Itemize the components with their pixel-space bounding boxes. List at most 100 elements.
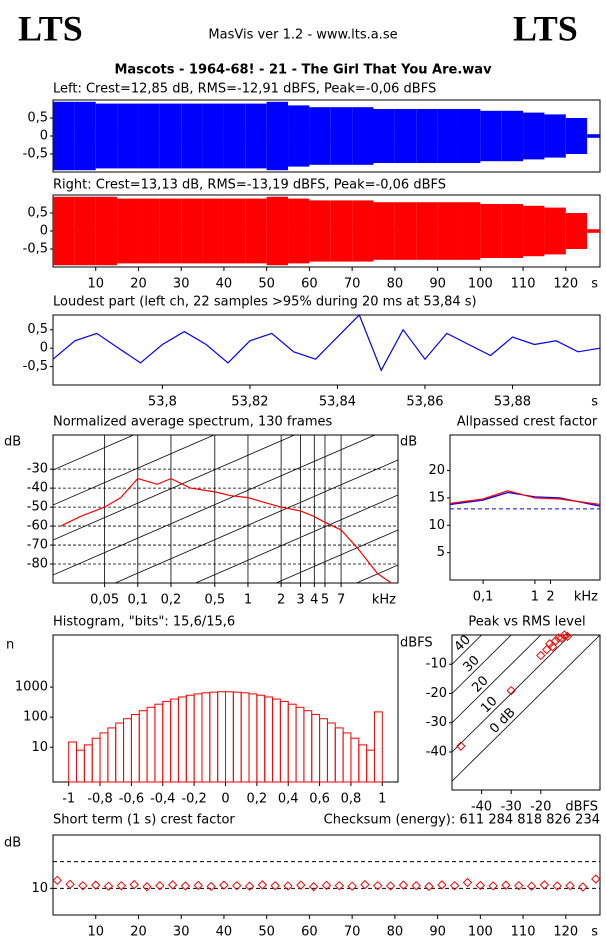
scatter-point	[103, 881, 114, 891]
y-tick-label: 15	[428, 490, 445, 505]
histogram-bar	[185, 694, 195, 783]
scatter-point	[565, 880, 575, 891]
histogram-bar	[154, 703, 164, 783]
y-tick-label: 10	[428, 518, 445, 533]
x-tick-label: 20	[130, 277, 147, 292]
scatter-point	[129, 879, 139, 890]
y-tick-label: -0,5	[23, 242, 48, 257]
x-tick-label: 20	[130, 925, 147, 940]
chart-title: Left: Crest=12,85 dB, RMS=-12,91 dBFS, P…	[53, 82, 436, 97]
y-tick-label: -70	[27, 538, 48, 553]
scatter-point	[514, 880, 524, 891]
crest-line	[451, 634, 601, 782]
scatter-point	[65, 879, 75, 890]
y-tick-label: 0,5	[27, 206, 48, 221]
scatter-point	[52, 875, 62, 886]
chart-title: Allpassed crest factor	[457, 415, 598, 430]
scatter-point	[283, 881, 293, 891]
x-tick-label: 0,05	[90, 593, 119, 608]
x-tick-label: 70	[344, 925, 361, 940]
histogram-bar	[162, 700, 172, 783]
y-tick-label: -0,5	[23, 147, 48, 162]
x-tick-label: -1	[62, 792, 75, 807]
scatter-point	[462, 877, 473, 888]
x-axis-label: s	[591, 395, 598, 410]
x-tick-label: 0,1	[127, 593, 148, 608]
scatter-point	[411, 880, 421, 891]
histogram-bar	[146, 706, 156, 783]
plot-frame	[52, 834, 601, 916]
scatter-point	[334, 880, 345, 891]
x-tick-label: 1	[244, 593, 252, 608]
histogram-bar	[334, 727, 344, 783]
histogram-bar	[68, 741, 78, 783]
x-tick-label: 0,2	[247, 792, 268, 807]
x-tick-label: 10	[87, 925, 104, 940]
scatter-point	[501, 880, 511, 890]
x-tick-label: 90	[429, 925, 446, 940]
scatter-point	[206, 881, 216, 892]
x-tick-label: 0,2	[161, 593, 182, 608]
x-tick-label: -0,2	[181, 792, 206, 807]
scatter-point	[542, 644, 552, 655]
x-tick-label: 10	[87, 277, 104, 292]
x-tick-label: 40	[216, 925, 233, 940]
scatter-point	[193, 880, 204, 891]
scatter-point	[506, 685, 516, 696]
y-tick-label: 0,5	[27, 111, 48, 126]
file-name: Mascots - 1964-68! - 21 - The Girl That …	[114, 63, 492, 78]
plot-frame	[52, 314, 601, 386]
y-tick-label: 100	[23, 710, 48, 725]
x-tick-label: 70	[344, 277, 361, 292]
scatter-point	[578, 882, 588, 892]
histogram-bar	[319, 718, 328, 783]
histogram-bar	[115, 722, 125, 783]
histogram-bar	[311, 713, 321, 783]
histogram-bar	[83, 744, 93, 783]
x-tick-label: 120	[553, 925, 578, 940]
y-tick-label: 1000	[15, 680, 48, 695]
histogram-bar	[248, 693, 258, 783]
histogram-bar	[326, 722, 336, 783]
scatter-point	[550, 636, 561, 646]
y-tick-label: -40	[27, 481, 48, 496]
scatter-point	[180, 881, 191, 891]
x-tick-label: 7	[337, 593, 345, 608]
histogram-bar	[232, 691, 242, 783]
histogram-bar	[295, 706, 305, 783]
scatter-point	[244, 881, 255, 891]
scatter-point	[360, 879, 370, 890]
histogram-bar	[279, 700, 289, 783]
x-tick-label: 2	[277, 593, 285, 608]
y-tick-label: -30	[27, 462, 48, 477]
scatter-point	[536, 650, 546, 661]
x-tick-label: 30	[173, 925, 190, 940]
scatter-point	[526, 881, 537, 891]
histogram-bar	[209, 691, 219, 783]
x-tick-label: 40	[216, 277, 233, 292]
x-tick-label: 60	[301, 277, 318, 292]
scatter-point	[373, 880, 383, 891]
scatter-point	[78, 880, 88, 891]
crest-line	[451, 634, 542, 724]
histogram-bar	[177, 696, 187, 783]
chart-title: Short term (1 s) crest factor	[53, 813, 235, 828]
x-axis-label: kHz	[574, 590, 598, 605]
histogram-bar	[358, 744, 368, 783]
chart-title: Peak vs RMS level	[468, 615, 585, 630]
x-tick-label: 53,8	[148, 395, 177, 410]
histogram-bar	[76, 749, 85, 783]
y-tick-label: 20	[428, 463, 445, 478]
y-tick-label: 0,5	[27, 322, 48, 337]
histogram-bar	[201, 692, 211, 783]
scatter-point	[547, 641, 558, 652]
y-tick-label: 5	[437, 545, 445, 560]
scatter-point	[539, 880, 550, 890]
scatter-point	[553, 633, 564, 643]
plot-frame	[449, 434, 601, 581]
data-line	[60, 477, 392, 584]
chart-title: Normalized average spectrum, 130 frames	[53, 415, 332, 430]
x-tick-label: 80	[387, 925, 404, 940]
